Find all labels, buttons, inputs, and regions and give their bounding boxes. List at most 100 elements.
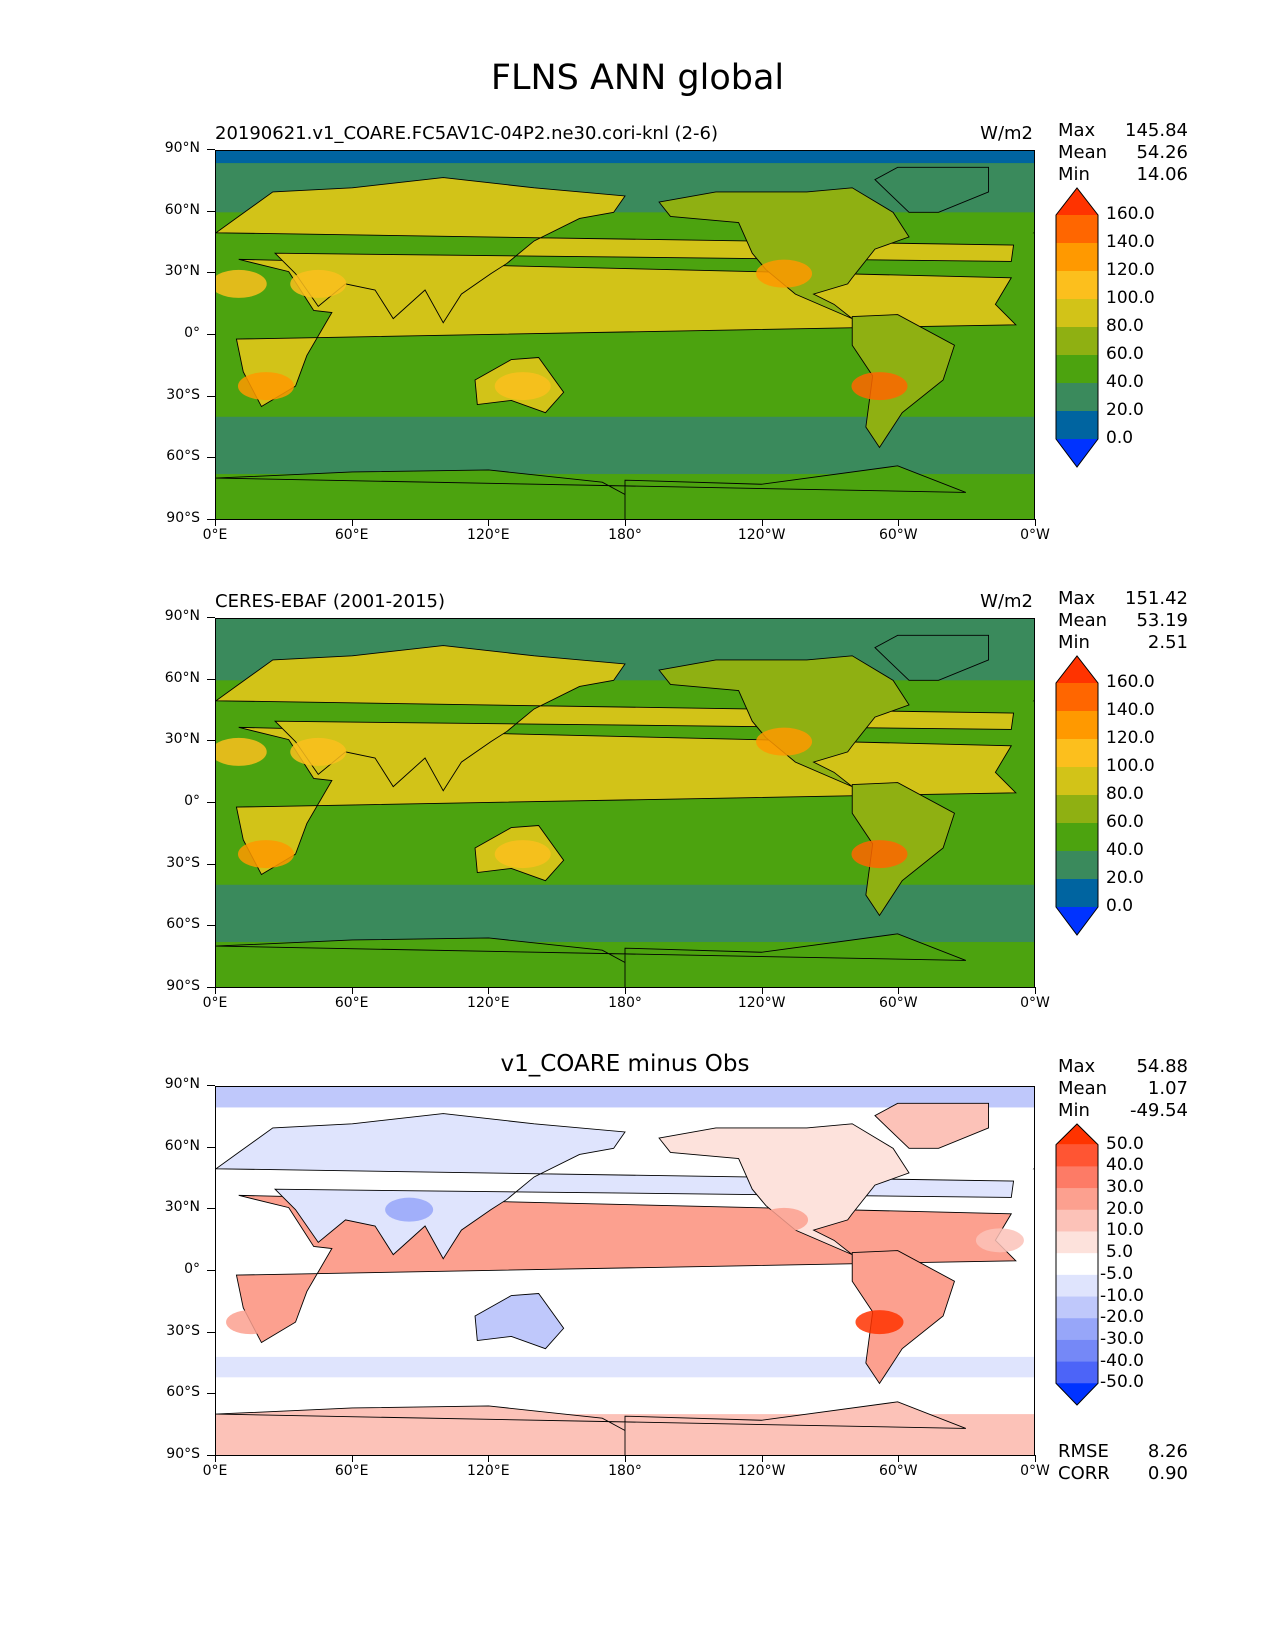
y-tick-label: 60°N [140, 202, 215, 218]
stat-row: Max 145.84 [1058, 120, 1188, 142]
colorbar-segment [1056, 327, 1098, 356]
y-tick-label: 60°S [140, 448, 215, 464]
land-eurasia [216, 1113, 1015, 1260]
colorbar-segment [1056, 1296, 1098, 1319]
land-antarctica [216, 465, 966, 519]
hotspot [290, 737, 347, 766]
stat-value: 54.88 [1136, 1056, 1188, 1077]
y-tick-label: 30°S [140, 855, 215, 871]
colorbar-tick-label: -30.0 [1100, 1328, 1144, 1349]
stat-value: 53.19 [1136, 610, 1188, 631]
lat-band [216, 1356, 1034, 1378]
stat-row: Mean 1.07 [1058, 1078, 1188, 1100]
panel-title: v1_COARE minus Obs [500, 1051, 750, 1077]
land-greenland [874, 634, 990, 681]
hotspot [756, 259, 813, 288]
colorbar-svg [1055, 1123, 1099, 1406]
x-tick-label: 180° [595, 1455, 655, 1479]
anomaly-spot [226, 1310, 275, 1335]
colorbar-tick-label: -40.0 [1100, 1350, 1144, 1371]
diff-map [215, 1086, 1035, 1456]
x-tick-label: 60°W [868, 519, 928, 543]
y-tick-label: 90°S [140, 510, 215, 526]
stat-label: Max [1058, 588, 1096, 609]
colorbar-segment [1056, 411, 1098, 440]
land-australia [474, 1293, 565, 1350]
diff-panel: v1_COARE minus Obs Max 54.88 Mean 1.07 Min -4… [0, 1051, 1275, 1526]
stat-label: Min [1058, 632, 1090, 653]
x-tick-label: 180° [595, 987, 655, 1011]
colorbar-segment [1056, 795, 1098, 824]
y-tick-label: 60°N [140, 670, 215, 686]
y-tick-label: 90°N [140, 1076, 215, 1092]
map-canvas [216, 1087, 1034, 1455]
colorbar-segment [1056, 1188, 1098, 1211]
x-tick-label: 0°E [185, 519, 245, 543]
x-tick-label: 120°E [458, 1455, 518, 1479]
colorbar-tick-label: 100.0 [1106, 756, 1155, 776]
map-canvas [216, 619, 1034, 987]
units-label: W/m2 [980, 591, 1033, 612]
colorbar-bottom-arrow [1056, 1383, 1098, 1405]
y-tick-label: 30°N [140, 1199, 215, 1215]
colorbar-segment [1056, 215, 1098, 244]
colorbar-segment [1056, 355, 1098, 384]
x-tick-label: 180° [595, 519, 655, 543]
y-tick-label: 0° [140, 793, 215, 809]
colorbar-tick-label: 140.0 [1106, 232, 1155, 252]
colorbar-tick-label: 140.0 [1106, 700, 1155, 720]
map-canvas [216, 151, 1034, 519]
land-samerica [851, 1250, 956, 1385]
page-title: FLNS ANN global [490, 58, 785, 98]
lat-band [216, 1087, 1034, 1108]
colorbar-tick-label: 160.0 [1106, 204, 1155, 224]
colorbar-tick-label: 60.0 [1106, 812, 1144, 832]
hotspot [756, 727, 813, 756]
colorbar-segment [1056, 739, 1098, 768]
stats-box: Max 151.42 Mean 53.19 Min 2.51 [1058, 588, 1188, 654]
stat-label: CORR [1058, 1463, 1110, 1484]
x-tick-label: 0°W [1005, 519, 1065, 543]
y-tick-label: 60°N [140, 1138, 215, 1154]
y-tick-label: 30°S [140, 387, 215, 403]
hotspot [494, 372, 551, 401]
anomaly-spot [855, 1310, 904, 1335]
units-label: W/m2 [980, 123, 1033, 144]
colorbar-segment [1056, 711, 1098, 740]
y-tick-label: 90°S [140, 1446, 215, 1462]
stat-row: Max 151.42 [1058, 588, 1188, 610]
hotspot [216, 737, 267, 766]
rmse-corr-box: RMSE 8.26 CORR 0.90 [1058, 1441, 1188, 1485]
land-namerica [658, 1123, 910, 1256]
x-tick-label: 120°W [732, 1455, 792, 1479]
colorbar-svg [1055, 187, 1099, 468]
stat-row: Mean 54.26 [1058, 142, 1188, 164]
hotspot [851, 840, 908, 869]
stat-value: 8.26 [1147, 1441, 1188, 1462]
land-antarctica [216, 1401, 966, 1455]
anomaly-spot [385, 1197, 434, 1222]
colorbar-tick-label: 20.0 [1106, 868, 1144, 888]
stat-label: RMSE [1058, 1441, 1109, 1462]
colorbar-bottom-arrow [1056, 907, 1098, 935]
stats-box: Max 54.88 Mean 1.07 Min -49.54 [1058, 1056, 1188, 1122]
stat-label: Min [1058, 1100, 1090, 1121]
stat-label: Max [1058, 1056, 1096, 1077]
stat-row: Max 54.88 [1058, 1056, 1188, 1078]
model-map [215, 150, 1035, 520]
stat-value: 0.90 [1147, 1463, 1188, 1484]
y-tick-label: 90°N [140, 608, 215, 624]
x-tick-label: 120°W [732, 987, 792, 1011]
lat-band [216, 416, 1034, 475]
colorbar-tick-label: -20.0 [1100, 1307, 1144, 1328]
colorbar-tick-label: 120.0 [1106, 728, 1155, 748]
y-tick-label: 90°S [140, 978, 215, 994]
stat-value: 1.07 [1147, 1078, 1188, 1099]
stat-value: 151.42 [1125, 588, 1188, 609]
x-tick-label: 0°W [1005, 987, 1065, 1011]
land-antarctica [216, 933, 966, 987]
colorbar-segment [1056, 271, 1098, 300]
hotspot [216, 269, 267, 298]
stat-row: Mean 53.19 [1058, 610, 1188, 632]
colorbar-tick-label: -10.0 [1100, 1285, 1144, 1306]
